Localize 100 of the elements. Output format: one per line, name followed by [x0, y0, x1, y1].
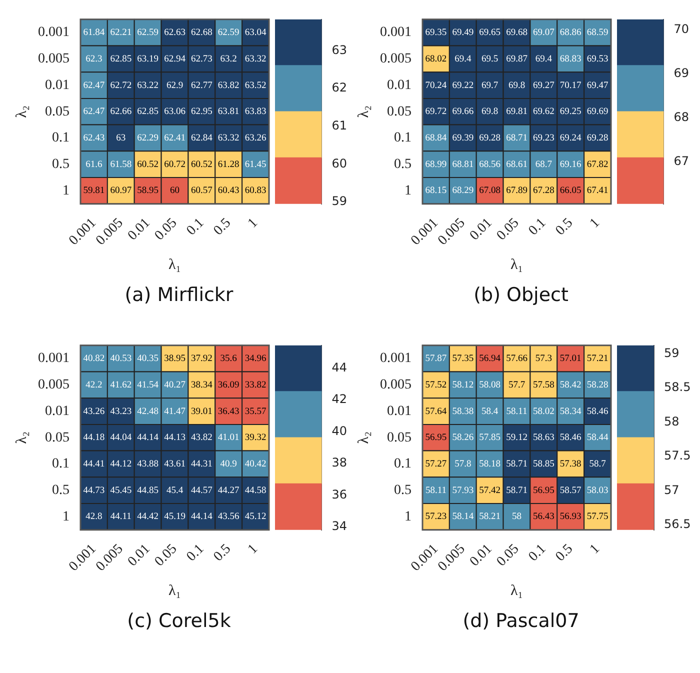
- color-bar-label: 38: [332, 456, 348, 470]
- data-label: 69.27: [532, 80, 555, 91]
- data-label: 42.48: [137, 406, 159, 417]
- data-label: 62.59: [218, 28, 240, 38]
- data-label: 62.47: [83, 80, 105, 91]
- x-tick-label: 0.05: [152, 216, 180, 244]
- color-bar-label: 34: [332, 519, 348, 534]
- data-label: 58.44: [586, 433, 608, 444]
- data-label: 69.81: [506, 107, 528, 118]
- data-label: 69.66: [452, 107, 474, 118]
- data-label: 68.61: [506, 160, 528, 170]
- data-label: 56.93: [560, 512, 582, 522]
- color-bar-label: 57: [664, 482, 680, 497]
- data-label: 69.62: [532, 107, 555, 118]
- data-label: 59.81: [83, 186, 105, 196]
- data-label: 61.28: [218, 160, 240, 170]
- y-axis-title: λ₂: [14, 431, 30, 444]
- data-label: 45.19: [164, 512, 186, 522]
- data-label: 69.35: [425, 28, 447, 38]
- data-label: 42.2: [86, 380, 103, 390]
- data-label: 37.92: [190, 354, 213, 364]
- data-label: 43.23: [110, 406, 132, 417]
- data-label: 68.02: [425, 54, 447, 64]
- data-label: 41.62: [110, 380, 132, 390]
- data-label: 62.66: [110, 107, 132, 118]
- data-label: 69.4: [454, 54, 472, 64]
- data-label: 39.01: [190, 406, 213, 417]
- data-label: 44.85: [137, 486, 159, 496]
- data-label: 68.84: [425, 133, 447, 144]
- text: (c) Corel5k: [127, 610, 231, 632]
- y-tick-label: 0.005: [380, 52, 412, 67]
- color-bar-label: 42: [332, 392, 348, 406]
- data-label: 69.7: [482, 80, 498, 91]
- data-label: 58.63: [532, 433, 555, 444]
- data-label: 44.04: [110, 433, 132, 444]
- x-tick-label: 0.1: [184, 542, 208, 565]
- data-label: 41.47: [164, 406, 186, 417]
- y-tick-label: 0.1: [394, 456, 412, 472]
- y-tick-label: 0.1: [394, 130, 412, 146]
- x-tick-label: 0.1: [184, 216, 208, 239]
- data-label: 57.01: [560, 354, 582, 364]
- data-label: 33.82: [244, 380, 266, 390]
- data-label: 42.8: [86, 512, 103, 522]
- data-label: 69.28: [586, 133, 608, 144]
- data-label: 67.28: [532, 186, 555, 196]
- data-label: 62.68: [190, 28, 213, 38]
- data-label: 69.49: [452, 28, 474, 38]
- data-label: 68.86: [560, 28, 582, 38]
- data-label: 38.34: [190, 380, 213, 390]
- y-tick-label: 0.005: [380, 378, 412, 393]
- x-axis-title: λ₁: [168, 582, 182, 599]
- data-label: 34.96: [244, 354, 266, 364]
- y-tick-label: 0.001: [38, 25, 70, 40]
- data-label: 68.99: [425, 160, 447, 170]
- data-label: 62.73: [190, 54, 213, 64]
- y-tick-label: 0.005: [38, 52, 70, 67]
- color-bar-label: 57.5: [664, 448, 691, 463]
- data-label: 69.24: [560, 133, 582, 144]
- color-bar-label: 44: [332, 360, 348, 375]
- x-tick-label: 1: [245, 216, 261, 232]
- color-bar-label: 63: [332, 42, 348, 57]
- y-axis-title: λ₂: [356, 105, 372, 118]
- x-tick-label: 0.05: [152, 542, 180, 570]
- x-tick-label: 0.5: [211, 216, 234, 239]
- y-tick-label: 1: [404, 183, 412, 198]
- data-label: 69.23: [532, 133, 555, 144]
- data-label: 62.72: [110, 80, 132, 91]
- data-label: 45.45: [110, 486, 132, 496]
- data-label: 62.47: [83, 107, 105, 118]
- data-label: 44.73: [83, 486, 105, 496]
- data-label: 58.18: [479, 459, 501, 470]
- y-tick-label: 0.001: [38, 351, 70, 366]
- data-label: 69.72: [425, 107, 447, 118]
- data-label: 43.26: [83, 406, 105, 417]
- data-label: 44.42: [137, 512, 159, 522]
- y-tick-label: 0.5: [52, 482, 70, 498]
- data-label: 44.14: [190, 512, 213, 522]
- data-label: 56.94: [479, 354, 501, 364]
- color-bar-label: 59: [332, 194, 348, 208]
- data-label: 58.85: [532, 459, 555, 470]
- data-label: 63.22: [137, 80, 159, 91]
- data-label: 44.27: [218, 486, 240, 496]
- data-label: 36.43: [218, 406, 240, 417]
- data-label: 58.42: [560, 380, 582, 390]
- x-tick-label: 1: [587, 216, 603, 232]
- data-label: 57.66: [506, 354, 528, 364]
- data-label: 57.87: [425, 354, 447, 364]
- data-label: 40.53: [110, 354, 132, 364]
- data-label: 68.7: [535, 160, 552, 170]
- text: (d) Pascal07: [462, 610, 580, 632]
- x-tick-label: 0.1: [526, 216, 550, 239]
- data-label: 70.17: [560, 80, 582, 91]
- data-label: 45.4: [166, 486, 184, 496]
- data-label: 58.14: [452, 512, 474, 522]
- data-label: 39.32: [244, 433, 266, 444]
- color-bar-label: 40: [332, 424, 348, 438]
- data-label: 69.68: [506, 28, 528, 38]
- data-label: 57.38: [560, 459, 582, 470]
- color-bar-label: 56.5: [664, 517, 691, 532]
- data-label: 60.52: [190, 160, 213, 170]
